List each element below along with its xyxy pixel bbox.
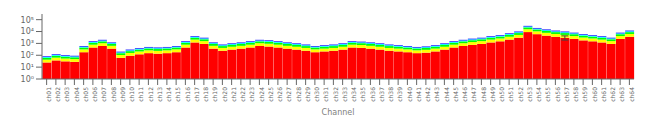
svg-text:ch12: ch12 bbox=[147, 87, 154, 102]
svg-text:ch23: ch23 bbox=[248, 87, 255, 102]
svg-text:ch02: ch02 bbox=[54, 87, 61, 102]
svg-text:ch10: ch10 bbox=[128, 87, 135, 102]
svg-text:ch16: ch16 bbox=[184, 87, 191, 102]
svg-text:ch21: ch21 bbox=[230, 87, 237, 102]
svg-text:ch53: ch53 bbox=[526, 87, 533, 102]
svg-text:10¹: 10¹ bbox=[21, 63, 34, 72]
svg-text:ch44: ch44 bbox=[443, 87, 450, 102]
svg-text:ch29: ch29 bbox=[304, 87, 311, 102]
svg-text:ch05: ch05 bbox=[82, 87, 89, 102]
svg-text:ch61: ch61 bbox=[600, 87, 607, 102]
svg-text:ch37: ch37 bbox=[378, 87, 385, 102]
svg-text:10³: 10³ bbox=[21, 39, 34, 48]
svg-text:ch39: ch39 bbox=[396, 87, 403, 102]
svg-text:ch47: ch47 bbox=[470, 87, 477, 102]
svg-text:ch46: ch46 bbox=[461, 87, 468, 102]
svg-text:ch03: ch03 bbox=[63, 87, 70, 102]
svg-text:ch04: ch04 bbox=[73, 87, 80, 102]
svg-text:ch40: ch40 bbox=[406, 87, 413, 102]
svg-text:ch42: ch42 bbox=[424, 87, 431, 102]
svg-text:ch31: ch31 bbox=[322, 87, 329, 102]
svg-text:ch08: ch08 bbox=[110, 87, 117, 102]
svg-text:ch27: ch27 bbox=[285, 87, 292, 102]
svg-text:ch64: ch64 bbox=[628, 87, 635, 102]
svg-text:Channel: Channel bbox=[322, 108, 355, 115]
svg-text:ch48: ch48 bbox=[480, 87, 487, 102]
svg-text:10⁴: 10⁴ bbox=[21, 27, 34, 36]
svg-text:ch59: ch59 bbox=[581, 87, 588, 102]
svg-text:ch62: ch62 bbox=[609, 87, 616, 102]
svg-text:ch18: ch18 bbox=[202, 87, 209, 102]
svg-text:ch06: ch06 bbox=[91, 87, 98, 102]
svg-text:ch07: ch07 bbox=[100, 87, 107, 102]
svg-text:ch20: ch20 bbox=[221, 87, 228, 102]
svg-text:ch38: ch38 bbox=[387, 87, 394, 102]
svg-text:ch55: ch55 bbox=[544, 87, 551, 102]
svg-text:ch14: ch14 bbox=[165, 87, 172, 102]
svg-text:ch43: ch43 bbox=[433, 87, 440, 102]
svg-text:ch51: ch51 bbox=[507, 87, 514, 102]
svg-text:ch24: ch24 bbox=[258, 87, 265, 102]
svg-text:10⁵: 10⁵ bbox=[21, 16, 34, 25]
svg-text:ch09: ch09 bbox=[119, 87, 126, 102]
svg-text:ch63: ch63 bbox=[618, 87, 625, 102]
svg-text:ch22: ch22 bbox=[239, 87, 246, 102]
svg-text:ch36: ch36 bbox=[369, 87, 376, 102]
svg-text:ch58: ch58 bbox=[572, 87, 579, 102]
svg-text:ch60: ch60 bbox=[591, 87, 598, 102]
svg-text:ch26: ch26 bbox=[276, 87, 283, 102]
svg-text:ch57: ch57 bbox=[563, 87, 570, 102]
svg-text:ch56: ch56 bbox=[554, 87, 561, 102]
svg-text:ch35: ch35 bbox=[359, 87, 366, 102]
svg-text:ch25: ch25 bbox=[267, 87, 274, 102]
svg-text:ch17: ch17 bbox=[193, 87, 200, 102]
svg-text:ch19: ch19 bbox=[211, 87, 218, 102]
svg-text:ch32: ch32 bbox=[332, 87, 339, 102]
svg-text:ch15: ch15 bbox=[174, 87, 181, 102]
svg-text:10⁰: 10⁰ bbox=[21, 75, 34, 84]
svg-text:ch30: ch30 bbox=[313, 87, 320, 102]
svg-text:10²: 10² bbox=[21, 51, 34, 60]
svg-text:ch33: ch33 bbox=[341, 87, 348, 102]
svg-text:ch34: ch34 bbox=[350, 87, 357, 102]
svg-text:ch49: ch49 bbox=[489, 87, 496, 102]
svg-text:ch11: ch11 bbox=[137, 87, 144, 102]
svg-text:ch54: ch54 bbox=[535, 87, 542, 102]
svg-text:ch50: ch50 bbox=[498, 87, 505, 102]
svg-text:ch13: ch13 bbox=[156, 87, 163, 102]
svg-text:ch28: ch28 bbox=[295, 87, 302, 102]
svg-text:ch01: ch01 bbox=[45, 87, 52, 102]
svg-text:ch41: ch41 bbox=[415, 87, 422, 102]
svg-text:ch45: ch45 bbox=[452, 87, 459, 102]
svg-text:ch52: ch52 bbox=[517, 87, 524, 102]
